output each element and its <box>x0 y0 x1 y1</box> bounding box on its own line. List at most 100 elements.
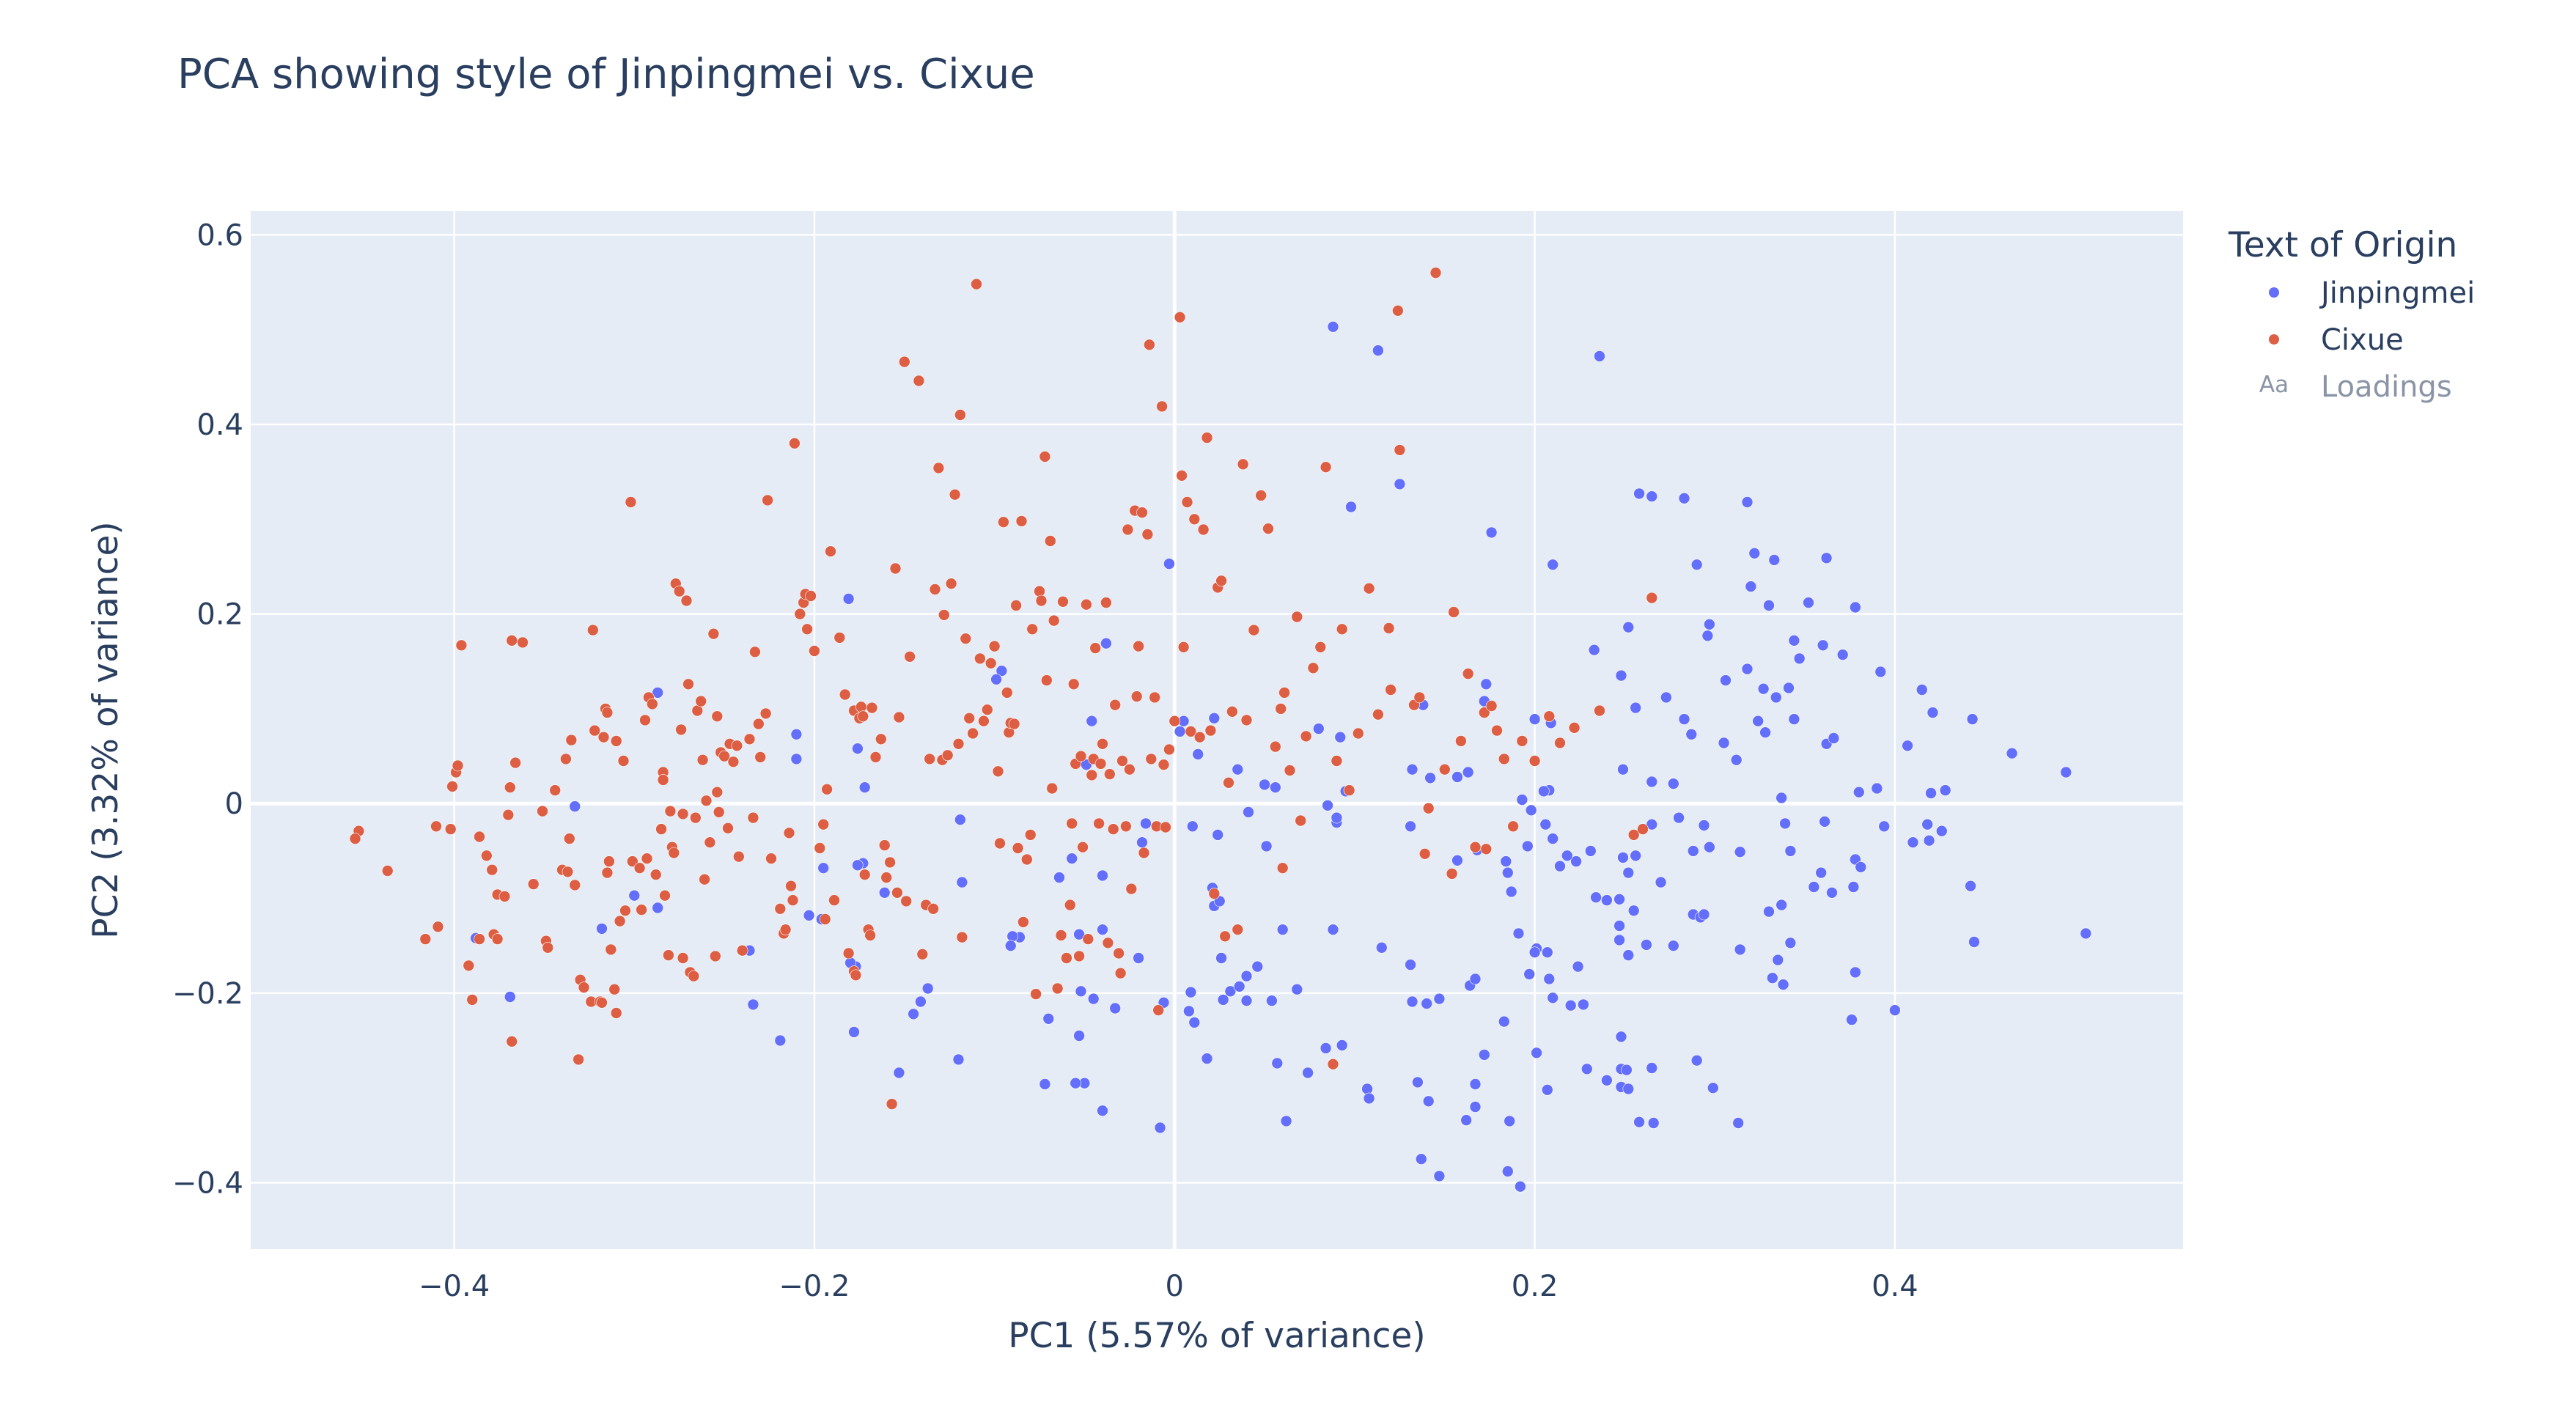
data-point[interactable] <box>1113 947 1125 960</box>
data-point[interactable] <box>1784 937 1797 949</box>
data-point[interactable] <box>1446 868 1458 880</box>
data-point[interactable] <box>709 950 721 962</box>
data-point[interactable] <box>1759 726 1771 739</box>
data-point[interactable] <box>929 583 941 595</box>
data-point[interactable] <box>1313 723 1325 734</box>
data-point[interactable] <box>1622 866 1635 879</box>
data-point[interactable] <box>1240 970 1253 982</box>
data-point[interactable] <box>1622 949 1635 961</box>
data-point[interactable] <box>1320 461 1332 474</box>
data-point[interactable] <box>1353 727 1364 740</box>
data-point[interactable] <box>578 982 590 993</box>
data-point[interactable] <box>1846 1014 1858 1025</box>
data-point[interactable] <box>1262 523 1274 535</box>
data-point[interactable] <box>1144 339 1155 351</box>
data-point[interactable] <box>605 943 617 956</box>
data-point[interactable] <box>878 887 891 899</box>
data-point[interactable] <box>614 915 626 927</box>
data-point[interactable] <box>1820 552 1833 564</box>
data-point[interactable] <box>1925 787 1937 799</box>
data-point[interactable] <box>1525 804 1537 817</box>
data-point[interactable] <box>1104 768 1116 780</box>
data-point[interactable] <box>921 982 934 995</box>
data-point[interactable] <box>1334 731 1347 743</box>
data-point[interactable] <box>1936 825 1948 837</box>
data-point[interactable] <box>855 701 867 713</box>
data-point[interactable] <box>565 734 578 746</box>
data-point[interactable] <box>1026 623 1038 636</box>
data-point[interactable] <box>1183 1005 1195 1017</box>
data-point[interactable] <box>1641 939 1652 951</box>
data-point[interactable] <box>1275 703 1287 715</box>
data-point[interactable] <box>1418 848 1431 860</box>
data-point[interactable] <box>506 634 518 647</box>
data-point[interactable] <box>1668 778 1679 789</box>
data-point[interactable] <box>1163 743 1175 756</box>
data-point[interactable] <box>1847 881 1860 893</box>
data-point[interactable] <box>880 872 892 883</box>
data-point[interactable] <box>680 594 693 607</box>
data-point[interactable] <box>1193 731 1206 743</box>
data-point[interactable] <box>1469 841 1482 853</box>
data-point[interactable] <box>1968 936 1980 948</box>
data-point[interactable] <box>1394 478 1406 490</box>
data-point[interactable] <box>1260 840 1273 853</box>
data-point[interactable] <box>1578 998 1589 1011</box>
data-point[interactable] <box>1745 581 1757 592</box>
data-point[interactable] <box>1208 888 1221 899</box>
data-point[interactable] <box>1965 880 1976 892</box>
data-point[interactable] <box>886 1098 898 1110</box>
data-point[interactable] <box>619 905 631 917</box>
data-point[interactable] <box>1763 600 1775 611</box>
data-point[interactable] <box>736 944 748 957</box>
data-point[interactable] <box>1502 1166 1514 1177</box>
data-point[interactable] <box>1017 916 1029 928</box>
data-point[interactable] <box>747 811 759 824</box>
data-point[interactable] <box>1768 554 1781 566</box>
data-point[interactable] <box>1730 754 1743 766</box>
data-point[interactable] <box>1590 891 1602 903</box>
data-point[interactable] <box>1125 883 1138 895</box>
data-point[interactable] <box>1748 547 1761 559</box>
data-point[interactable] <box>596 997 608 1009</box>
data-point[interactable] <box>850 969 862 982</box>
data-point[interactable] <box>430 820 442 833</box>
data-point[interactable] <box>649 869 662 880</box>
data-point[interactable] <box>952 737 965 750</box>
data-point[interactable] <box>349 833 361 844</box>
data-point[interactable] <box>608 983 621 995</box>
data-point[interactable] <box>596 923 608 935</box>
data-point[interactable] <box>1174 311 1186 323</box>
data-point[interactable] <box>952 1053 965 1066</box>
data-point[interactable] <box>633 862 646 874</box>
data-point[interactable] <box>1613 894 1625 905</box>
data-point[interactable] <box>1588 644 1600 656</box>
data-point[interactable] <box>688 970 700 982</box>
data-point[interactable] <box>1808 881 1820 893</box>
data-point[interactable] <box>610 1007 622 1019</box>
data-point[interactable] <box>1528 755 1541 767</box>
data-point[interactable] <box>1646 592 1658 604</box>
data-point[interactable] <box>1878 820 1890 833</box>
data-point[interactable] <box>1067 678 1080 691</box>
data-point[interactable] <box>759 707 772 720</box>
data-point[interactable] <box>1668 940 1679 951</box>
data-point[interactable] <box>641 853 653 864</box>
data-point[interactable] <box>927 903 939 915</box>
data-point[interactable] <box>857 710 869 723</box>
data-point[interactable] <box>1927 707 1939 718</box>
data-point[interactable] <box>1732 1117 1744 1129</box>
data-point[interactable] <box>1266 995 1278 1006</box>
data-point[interactable] <box>1223 777 1234 789</box>
data-point[interactable] <box>1512 927 1525 940</box>
data-point[interactable] <box>1542 946 1553 958</box>
data-point[interactable] <box>842 947 855 960</box>
data-point[interactable] <box>646 698 658 710</box>
data-point[interactable] <box>727 756 740 768</box>
data-point[interactable] <box>978 715 990 727</box>
data-point[interactable] <box>1448 606 1460 618</box>
data-point[interactable] <box>1621 1064 1633 1076</box>
data-point[interactable] <box>954 409 966 421</box>
data-point[interactable] <box>1081 598 1092 611</box>
data-point[interactable] <box>1051 982 1064 995</box>
